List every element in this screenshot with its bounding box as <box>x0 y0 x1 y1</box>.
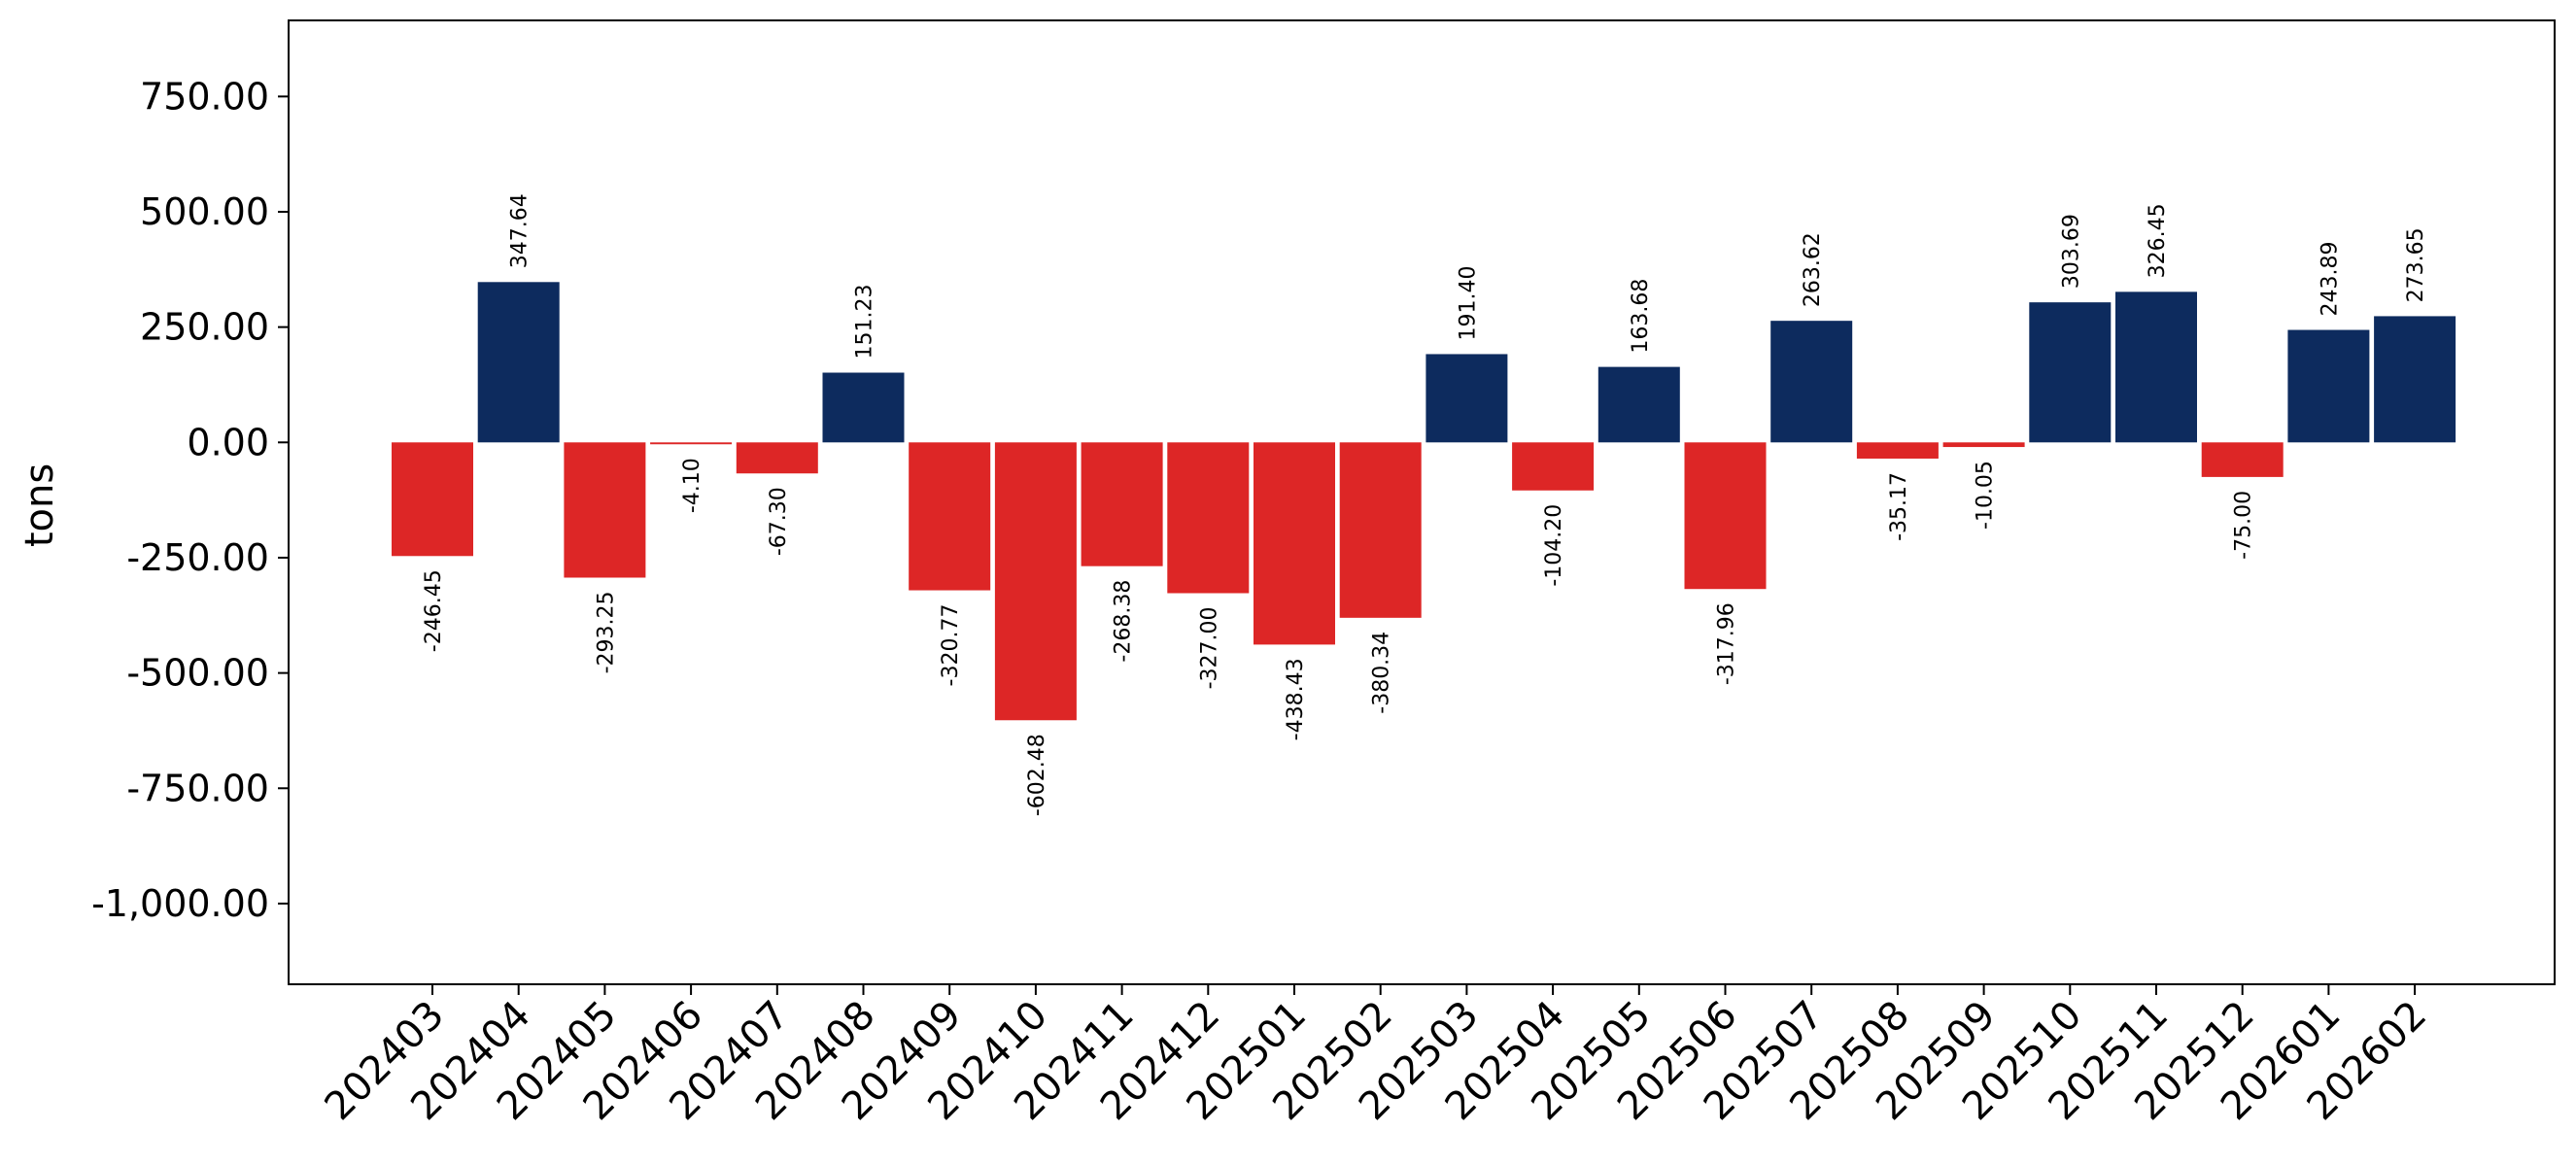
bar-202406 <box>650 442 733 445</box>
ticks-layer <box>278 95 2417 995</box>
bar-202511 <box>2115 291 2197 443</box>
data-label-202410: -602.48 <box>1025 734 1049 816</box>
bar-202510 <box>2029 302 2112 443</box>
data-label-202507: 263.62 <box>1801 232 1825 307</box>
data-label-202505: 163.68 <box>1629 279 1653 354</box>
data-label-202511: 326.45 <box>2146 203 2170 278</box>
data-label-202601: 243.89 <box>2318 242 2342 317</box>
y-tick-label: -750.00 <box>126 767 269 809</box>
data-label-202506: -317.96 <box>1715 602 1739 685</box>
bar-202411 <box>1081 442 1163 566</box>
bar-202505 <box>1597 366 1680 443</box>
bar-202409 <box>909 442 991 591</box>
y-tick-label: -250.00 <box>126 536 269 579</box>
data-label-202503: 191.40 <box>1456 265 1480 340</box>
bar-202506 <box>1684 442 1767 590</box>
bar-202502 <box>1339 442 1422 618</box>
bars-layer <box>392 282 2456 721</box>
y-tick-label: -500.00 <box>126 652 269 695</box>
bar-202602 <box>2374 316 2456 443</box>
plot-frame <box>288 19 2556 985</box>
data-label-202502: -380.34 <box>1370 632 1394 714</box>
data-label-202508: -35.17 <box>1887 472 1911 541</box>
bar-202501 <box>1254 442 1335 645</box>
data-label-202408: 151.23 <box>853 285 877 360</box>
y-tick-label: 500.00 <box>140 190 269 233</box>
bar-202412 <box>1167 442 1250 594</box>
y-tick-label: -1,000.00 <box>91 882 269 925</box>
bar-202507 <box>1770 321 1853 443</box>
y-axis-title: tons <box>17 463 62 547</box>
data-label-202411: -268.38 <box>1112 580 1136 663</box>
bar-202410 <box>994 442 1077 721</box>
bar-202601 <box>2287 329 2370 443</box>
bar-202503 <box>1425 354 1508 443</box>
y-tick-label: 0.00 <box>187 421 269 463</box>
bar-202403 <box>392 442 473 557</box>
data-label-202403: -246.45 <box>422 569 446 652</box>
bar-202509 <box>1942 442 2025 448</box>
bar-202407 <box>736 442 818 474</box>
y-tick-label: 750.00 <box>140 75 269 118</box>
data-label-202602: 273.65 <box>2404 227 2428 302</box>
data-label-202409: -320.77 <box>939 604 963 687</box>
data-label-202405: -293.25 <box>594 591 618 673</box>
data-label-202412: -327.00 <box>1197 607 1221 690</box>
y-tick-label: 250.00 <box>140 306 269 349</box>
data-label-202404: 347.64 <box>508 193 532 268</box>
data-label-202501: -438.43 <box>1284 658 1308 740</box>
data-label-202406: -4.10 <box>680 458 704 513</box>
bar-202404 <box>477 282 560 443</box>
bar-202508 <box>1856 442 1939 459</box>
bar-202408 <box>822 372 905 443</box>
data-label-202407: -67.30 <box>767 487 791 556</box>
bar-202405 <box>564 442 646 578</box>
data-label-202504: -104.20 <box>1542 504 1566 587</box>
data-label-202509: -10.05 <box>1974 461 1998 530</box>
bar-202504 <box>1512 442 1595 491</box>
data-label-202512: -75.00 <box>2232 491 2256 560</box>
data-label-202510: 303.69 <box>2059 214 2083 289</box>
bar-202512 <box>2201 442 2284 477</box>
